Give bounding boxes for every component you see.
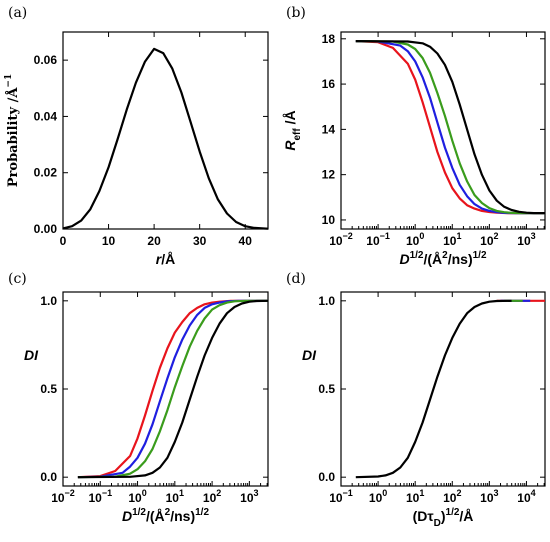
x-tick-label: 102 bbox=[443, 488, 461, 505]
series-line-4 bbox=[355, 299, 512, 479]
series-line-3 bbox=[355, 40, 545, 215]
y-tick-label: 18 bbox=[322, 32, 336, 46]
x-axis-title: (DτD)1/2/Å bbox=[413, 507, 474, 529]
x-tick-label: 20 bbox=[147, 234, 161, 248]
panel-label: (b) bbox=[286, 5, 306, 21]
y-tick-label: 14 bbox=[322, 122, 336, 136]
x-axis-title: r/Å bbox=[156, 251, 175, 267]
series-line-1 bbox=[62, 47, 269, 230]
x-tick-label: 10−2 bbox=[329, 231, 353, 248]
x-tick-label: 10−1 bbox=[88, 488, 112, 505]
x-tick-label: 10 bbox=[102, 234, 116, 248]
x-tick-label: 101 bbox=[166, 488, 184, 505]
x-tick-label: 102 bbox=[480, 231, 498, 248]
chart-panel-2: (b) 10−2 10−1 100 101 102 103 10 12 14 16 18 Reff /Å… bbox=[282, 5, 546, 267]
y-tick-label: 0.04 bbox=[34, 109, 58, 123]
x-tick-label: 100 bbox=[406, 231, 424, 248]
series-line-4 bbox=[355, 40, 545, 215]
y-tick-label: 16 bbox=[322, 77, 336, 91]
y-axis-title: DI bbox=[24, 347, 39, 363]
series-line-1 bbox=[77, 299, 268, 479]
plot-frame bbox=[340, 291, 546, 487]
x-tick-label: 100 bbox=[128, 488, 146, 505]
x-tick-label: 103 bbox=[240, 488, 258, 505]
x-tick-label: 40 bbox=[239, 234, 253, 248]
x-tick-label: 0 bbox=[60, 234, 67, 248]
x-axis-title: D1/2/(Å2/ns)1/2 bbox=[122, 507, 209, 524]
panel-label: (a) bbox=[8, 5, 27, 21]
x-tick-label: 103 bbox=[517, 231, 535, 248]
x-tick-label: 30 bbox=[193, 234, 207, 248]
x-tick-label: 10−1 bbox=[366, 231, 390, 248]
y-axis-title: Reff /Å bbox=[282, 110, 303, 150]
y-tick-label: 0.00 bbox=[34, 222, 58, 236]
y-tick-label: 0.5 bbox=[40, 382, 57, 396]
x-tick-label: 104 bbox=[517, 488, 535, 505]
series-line-1 bbox=[355, 40, 545, 215]
y-tick-label: 1.0 bbox=[318, 294, 335, 308]
series-line-2 bbox=[355, 40, 545, 215]
x-axis-title: D1/2/(Å2/ns)1/2 bbox=[399, 250, 486, 267]
plot-frame bbox=[62, 31, 269, 230]
x-tick-label: 103 bbox=[480, 488, 498, 505]
y-axis-title: DI bbox=[302, 347, 317, 363]
y-tick-label: 0.0 bbox=[40, 470, 57, 484]
y-tick-label: 10 bbox=[322, 213, 336, 227]
x-tick-label: 101 bbox=[406, 488, 424, 505]
series-line-4 bbox=[77, 299, 269, 479]
x-tick-label: 10−1 bbox=[329, 488, 353, 505]
x-tick-label: 100 bbox=[369, 488, 387, 505]
chart-panel-3: (c) 10−2 10−1 100 101 102 103 0.0 0.5 1.0 DI D1/2/(… bbox=[8, 271, 269, 524]
series-line-3 bbox=[77, 299, 268, 479]
chart-panel-1: (a) 0 10 20 30 40 0.00 0.02 0.04 0.06 Probability … bbox=[4, 5, 269, 267]
series-line-2 bbox=[77, 299, 268, 479]
x-tick-label: 10−2 bbox=[51, 488, 75, 505]
y-axis-title: Probability /Å−1 bbox=[4, 74, 21, 187]
panel-label: (c) bbox=[8, 271, 27, 287]
y-tick-label: 0.02 bbox=[34, 166, 58, 180]
panel-label: (d) bbox=[286, 271, 306, 287]
plot-frame bbox=[340, 31, 546, 230]
y-tick-label: 12 bbox=[322, 168, 336, 182]
chart-panel-4: (d) 10−1 100 101 102 103 104 0.0 0.5 1.0 DI (DτD)1/… bbox=[286, 271, 546, 529]
y-tick-label: 0.0 bbox=[318, 470, 335, 484]
plot-frame bbox=[62, 291, 269, 487]
y-tick-label: 0.06 bbox=[34, 53, 58, 67]
x-tick-label: 102 bbox=[203, 488, 221, 505]
y-tick-label: 0.5 bbox=[318, 382, 335, 396]
x-tick-label: 101 bbox=[443, 231, 461, 248]
y-tick-label: 1.0 bbox=[40, 294, 57, 308]
